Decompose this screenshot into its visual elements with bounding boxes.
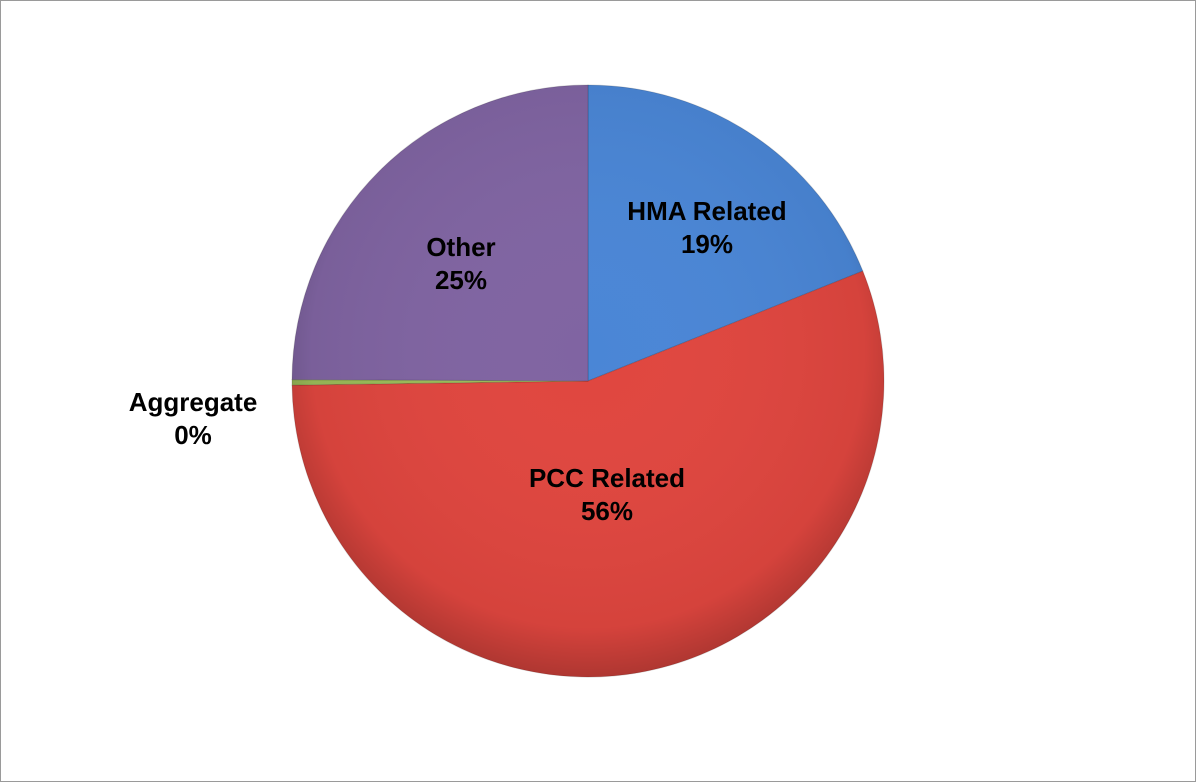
slice-label: PCC Related	[529, 463, 685, 493]
slice-label: HMA Related	[627, 196, 786, 226]
slice-value-label: 0%	[174, 420, 212, 450]
slice-label: Aggregate	[129, 387, 258, 417]
slice-value-label: 19%	[681, 229, 733, 259]
slice-value-label: 25%	[435, 265, 487, 295]
slice-value-label: 56%	[581, 496, 633, 526]
slice-label: Other	[426, 232, 495, 262]
pie	[291, 84, 885, 678]
